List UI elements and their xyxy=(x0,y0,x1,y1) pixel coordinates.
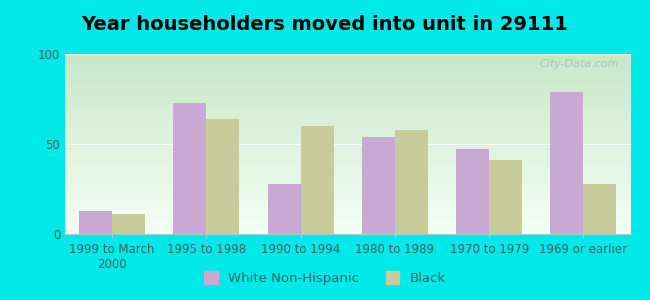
Bar xyxy=(207,119,239,234)
Text: City-Data.com: City-Data.com xyxy=(540,59,619,69)
Bar xyxy=(362,137,395,234)
Bar xyxy=(584,184,616,234)
Bar xyxy=(112,214,145,234)
Bar xyxy=(456,149,489,234)
Bar xyxy=(395,130,428,234)
Bar xyxy=(174,103,207,234)
Bar xyxy=(300,126,333,234)
Bar xyxy=(268,184,300,234)
Bar xyxy=(489,160,522,234)
Text: Year householders moved into unit in 29111: Year householders moved into unit in 291… xyxy=(81,15,569,34)
Bar xyxy=(551,92,584,234)
Bar xyxy=(79,211,112,234)
Legend: White Non-Hispanic, Black: White Non-Hispanic, Black xyxy=(199,266,451,290)
